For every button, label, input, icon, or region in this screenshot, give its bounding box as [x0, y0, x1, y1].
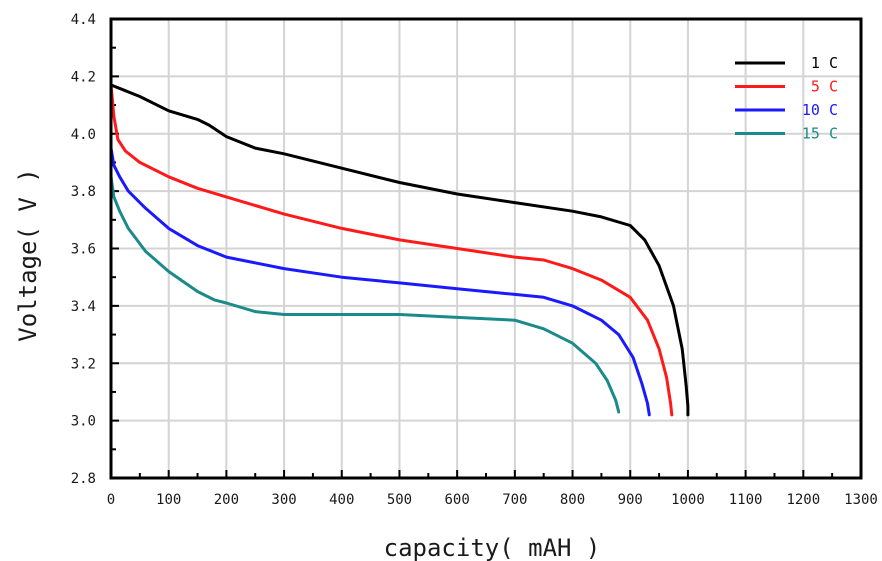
- x-tick-label: 900: [618, 492, 643, 508]
- legend-label: 1 C: [811, 54, 838, 72]
- legend-label: 15 C: [802, 125, 838, 143]
- legend-item: 10 C: [735, 101, 838, 119]
- y-tick-label: 4.4: [71, 12, 96, 28]
- x-tick-label: 300: [271, 492, 296, 508]
- x-tick-label: 800: [560, 492, 585, 508]
- y-tick-label: 4.2: [71, 69, 96, 85]
- legend-label: 5 C: [811, 78, 838, 96]
- x-tick-label: 100: [156, 492, 181, 508]
- series-lines: [109, 83, 690, 417]
- x-tick-labels: 0 100 200 300 400 500 600 700 800 900 1000 1100 1200…: [107, 492, 878, 508]
- series-line-15c: [109, 175, 621, 414]
- y-tick-labels: 2.8 3.0 3.2 3.4 3.6 3.8 4.0 4.2 4.4: [71, 12, 96, 487]
- legend-label: 10 C: [802, 101, 838, 119]
- y-tick-label: 4.0: [71, 127, 96, 143]
- y-tick-label: 3.8: [71, 184, 96, 200]
- x-tick-label: 1300: [844, 492, 878, 508]
- y-tick-label: 3.2: [71, 356, 96, 372]
- x-tick-label: 1200: [786, 492, 820, 508]
- x-tick-label: 600: [445, 492, 470, 508]
- x-tick-label: 1100: [729, 492, 763, 508]
- legend-item: 1 C: [735, 54, 838, 72]
- x-tick-label: 500: [387, 492, 412, 508]
- x-axis-title: capacity( mAH ): [384, 534, 601, 561]
- plot-frame: [109, 17, 863, 480]
- y-tick-label: 3.0: [71, 414, 96, 430]
- x-tick-label: 200: [214, 492, 239, 508]
- x-tick-label: 0: [107, 492, 115, 508]
- legend: 1 C 5 C 10 C 15 C: [735, 54, 838, 143]
- legend-item: 15 C: [735, 125, 838, 143]
- y-tick-label: 3.6: [71, 242, 96, 258]
- series-line-5c: [109, 83, 674, 417]
- y-tick-label: 3.4: [71, 299, 96, 315]
- legend-item: 5 C: [735, 78, 838, 96]
- series-line-10c: [109, 146, 651, 417]
- x-tick-label: 1000: [671, 492, 705, 508]
- x-tick-label: 400: [329, 492, 354, 508]
- y-axis-title: Voltage( V ): [14, 168, 42, 341]
- x-tick-label: 700: [502, 492, 527, 508]
- y-tick-label: 2.8: [71, 471, 96, 487]
- series-line-1c: [109, 83, 690, 417]
